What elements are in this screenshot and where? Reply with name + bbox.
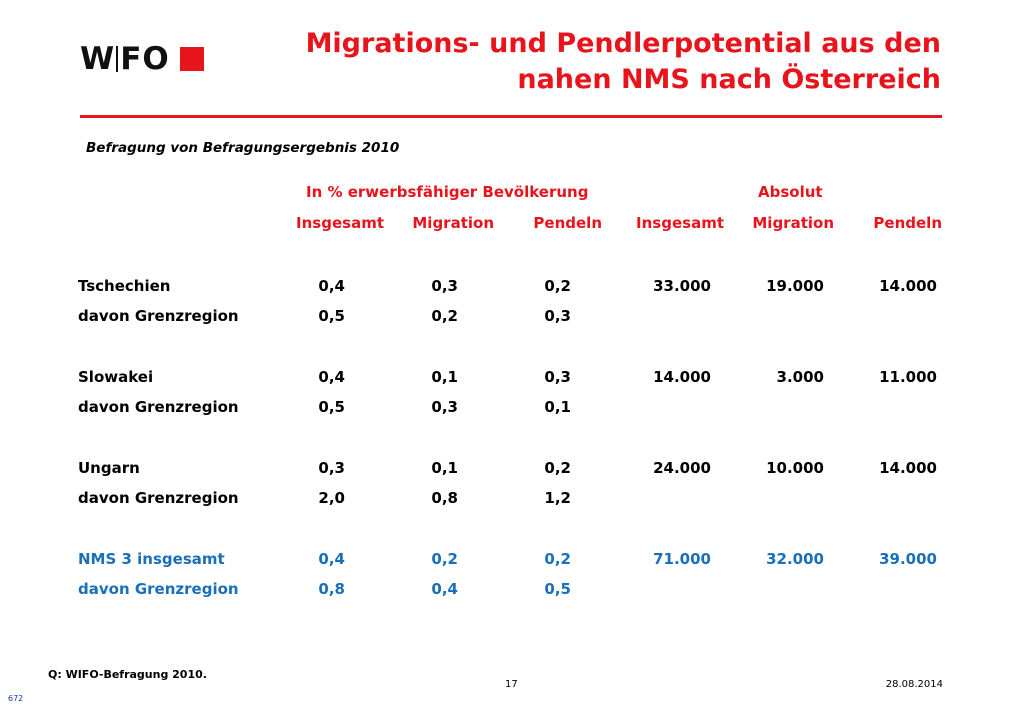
row-label: NMS 3 insgesamt xyxy=(78,550,225,568)
logo-divider xyxy=(116,46,119,72)
slide-date: 28.08.2014 xyxy=(885,679,943,690)
table-cell: 0,5 xyxy=(318,398,345,416)
table-cell: 0,4 xyxy=(318,550,345,568)
header-group-absolute: Absolut xyxy=(758,183,823,201)
table-cell: 0,1 xyxy=(544,398,571,416)
table-cell: 0,4 xyxy=(431,580,458,598)
table-cell: 0,2 xyxy=(431,550,458,568)
table-cell: 0,3 xyxy=(544,307,571,325)
table-cell: 0,3 xyxy=(431,277,458,295)
logo-text-f: F xyxy=(120,41,143,77)
logo-red-square xyxy=(179,47,204,71)
table-cell: 24.000 xyxy=(653,459,711,477)
row-label: davon Grenzregion xyxy=(78,580,239,598)
table-cell: 19.000 xyxy=(766,277,824,295)
table-cell: 0,8 xyxy=(318,580,345,598)
table-cell: 0,2 xyxy=(544,459,571,477)
table-cell: 14.000 xyxy=(653,368,711,386)
table-cell: 0,1 xyxy=(431,368,458,386)
table-cell: 14.000 xyxy=(879,459,937,477)
table-cell: 14.000 xyxy=(879,277,937,295)
table-cell: 32.000 xyxy=(766,550,824,568)
table-cell: 0,2 xyxy=(544,277,571,295)
table-cell: 0,8 xyxy=(431,489,458,507)
title-divider xyxy=(80,115,942,118)
table-cell: 11.000 xyxy=(879,368,937,386)
column-header-migration-pct: Migration xyxy=(412,214,494,232)
wifo-logo: W F O xyxy=(80,41,204,77)
slide-id: 672 xyxy=(8,694,24,703)
header-group-percent: In % erwerbsfähiger Bevölkerung xyxy=(306,183,589,201)
slide-title-line1: Migrations- und Pendlerpotential aus den xyxy=(305,28,941,59)
column-header-insgesamt-abs: Insgesamt xyxy=(636,214,724,232)
logo-text-o: O xyxy=(142,41,170,77)
table-cell: 0,1 xyxy=(431,459,458,477)
table-cell: 0,3 xyxy=(318,459,345,477)
table-cell: 0,2 xyxy=(544,550,571,568)
logo-text-w: W xyxy=(80,41,116,77)
table-cell: 1,2 xyxy=(544,489,571,507)
column-header-pendeln-abs: Pendeln xyxy=(873,214,942,232)
table-cell: 0,4 xyxy=(318,368,345,386)
table-cell: 71.000 xyxy=(653,550,711,568)
table-cell: 10.000 xyxy=(766,459,824,477)
row-label: davon Grenzregion xyxy=(78,398,239,416)
table-cell: 3.000 xyxy=(776,368,824,386)
slide-subtitle: Befragung von Befragungsergebnis 2010 xyxy=(86,140,400,156)
row-label: Slowakei xyxy=(78,368,154,386)
row-label: davon Grenzregion xyxy=(78,489,239,507)
table-cell: 0,3 xyxy=(431,398,458,416)
table-cell: 39.000 xyxy=(879,550,937,568)
table-cell: 2,0 xyxy=(318,489,345,507)
row-label: Tschechien xyxy=(78,277,171,295)
column-header-migration-abs: Migration xyxy=(752,214,834,232)
column-header-pendeln-pct: Pendeln xyxy=(533,214,602,232)
table-cell: 33.000 xyxy=(653,277,711,295)
table-cell: 0,2 xyxy=(431,307,458,325)
table-cell: 0,5 xyxy=(544,580,571,598)
source-note: Q: WIFO-Befragung 2010. xyxy=(48,668,207,681)
page-number: 17 xyxy=(505,679,518,690)
row-label: davon Grenzregion xyxy=(78,307,239,325)
slide-title-line2: nahen NMS nach Österreich xyxy=(517,64,941,95)
table-cell: 0,3 xyxy=(544,368,571,386)
row-label: Ungarn xyxy=(78,459,140,477)
column-header-insgesamt-pct: Insgesamt xyxy=(296,214,384,232)
slide-title: Migrations- und Pendlerpotential aus den… xyxy=(301,26,941,98)
table-cell: 0,5 xyxy=(318,307,345,325)
table-cell: 0,4 xyxy=(318,277,345,295)
